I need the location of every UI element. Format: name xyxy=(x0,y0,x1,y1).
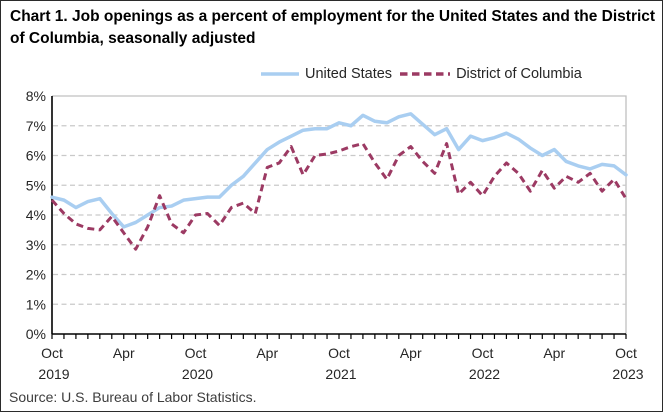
y-tick-label: 4% xyxy=(26,207,46,223)
legend-item-district-of-columbia: District of Columbia xyxy=(400,64,582,84)
us-series-line xyxy=(50,112,628,229)
y-tick-label: 5% xyxy=(26,177,46,193)
x-tick-label-year: 2021 xyxy=(325,366,356,382)
us-line-swatch-icon xyxy=(261,72,299,76)
dc-line-swatch-icon xyxy=(400,72,451,76)
x-tick-label-month: Apr xyxy=(256,345,278,361)
y-tick-label: 3% xyxy=(26,237,46,253)
dc-series-line xyxy=(50,142,628,251)
x-tick-label-year: 2022 xyxy=(469,366,500,382)
y-tick-label: 6% xyxy=(26,148,46,164)
x-tick-label-month: Oct xyxy=(185,345,207,361)
x-tick-label-month: Apr xyxy=(400,345,422,361)
y-tick-label: 2% xyxy=(26,267,46,283)
chart-legend: United States District of Columbia xyxy=(261,64,582,84)
x-tick-label-month: Oct xyxy=(41,345,63,361)
legend-label-united-states: United States xyxy=(305,66,393,82)
x-tick-label-year: 2020 xyxy=(182,366,213,382)
x-tick-label-year: 2023 xyxy=(612,366,643,382)
plot-border xyxy=(52,95,627,334)
y-tick-label: 0% xyxy=(26,326,46,342)
y-tick-label: 8% xyxy=(26,88,46,104)
source-note: Source: U.S. Bureau of Labor Statistics. xyxy=(9,389,257,405)
y-tick-label: 1% xyxy=(26,296,46,312)
y-tick-label: 7% xyxy=(26,118,46,134)
x-tick-label-month: Oct xyxy=(472,345,494,361)
x-tick-label-month: Apr xyxy=(113,345,135,361)
legend-item-united-states: United States xyxy=(261,64,392,84)
x-tick-label-year: 2019 xyxy=(38,366,69,382)
x-tick-label-month: Oct xyxy=(615,345,637,361)
chart-title: Chart 1. Job openings as a percent of em… xyxy=(10,8,656,47)
x-tick-label-month: Oct xyxy=(328,345,350,361)
x-tick-label-month: Apr xyxy=(543,345,565,361)
legend-label-district-of-columbia: District of Columbia xyxy=(456,66,582,82)
